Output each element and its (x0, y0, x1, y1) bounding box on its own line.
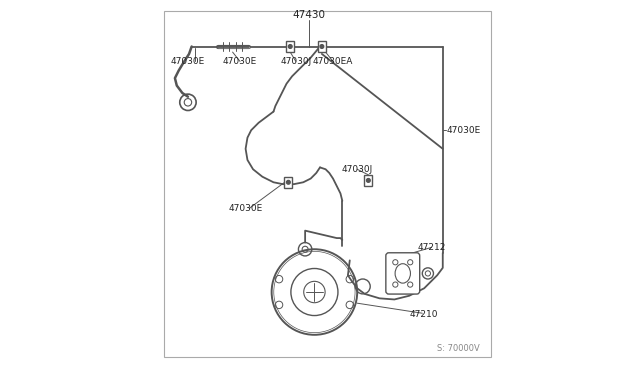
Bar (286, 41, 294, 52)
Bar (284, 177, 292, 188)
Text: 47030E: 47030E (171, 57, 205, 66)
Text: S: 70000V: S: 70000V (437, 344, 480, 353)
Text: 47030J: 47030J (280, 57, 312, 66)
Text: 47212: 47212 (417, 243, 446, 252)
Bar (318, 41, 326, 52)
Text: 47030E: 47030E (228, 204, 263, 213)
Bar (164, 11, 491, 357)
Text: 47030EA: 47030EA (313, 57, 353, 66)
Circle shape (367, 179, 370, 182)
Text: 47430: 47430 (292, 10, 325, 20)
Bar (364, 175, 372, 186)
Text: 47030E: 47030E (447, 126, 481, 135)
Circle shape (287, 180, 291, 184)
Text: 47210: 47210 (410, 310, 438, 319)
Text: 47030J: 47030J (342, 165, 373, 174)
FancyBboxPatch shape (386, 253, 420, 294)
Text: 47030E: 47030E (223, 57, 257, 66)
Circle shape (320, 45, 324, 48)
Circle shape (289, 45, 292, 48)
